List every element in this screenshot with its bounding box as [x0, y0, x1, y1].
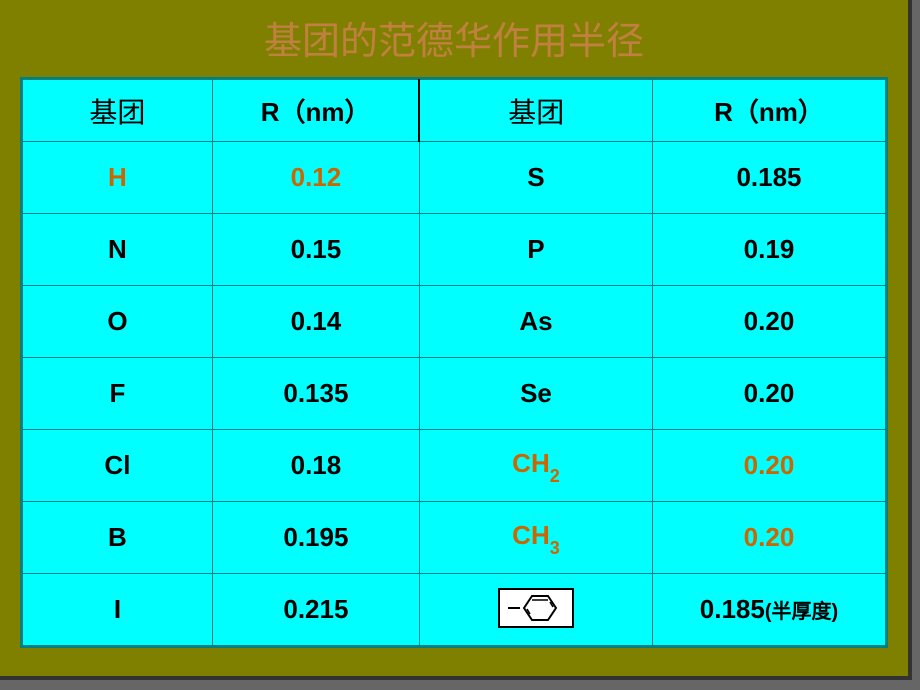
cell-r-right: 0.19 — [652, 214, 885, 286]
cell-r-right: 0.185(半厚度) — [652, 574, 885, 646]
cell-r-right: 0.20 — [652, 358, 885, 430]
header-r-2: R（nm） — [652, 80, 885, 142]
cell-group-right: CH3 — [419, 502, 652, 574]
cell-group-left: F — [23, 358, 213, 430]
cell-group-left: O — [23, 286, 213, 358]
cell-group-right: S — [419, 142, 652, 214]
table-container: 基团 R（nm） 基团 R（nm） H0.12S0.185N0.15P0.19O… — [20, 77, 888, 648]
table-row: Cl0.18CH20.20 — [23, 430, 886, 502]
cell-r-left: 0.195 — [212, 502, 419, 574]
table-row: B0.195CH30.20 — [23, 502, 886, 574]
cell-group-left: I — [23, 574, 213, 646]
header-group-1: 基团 — [23, 80, 213, 142]
cell-r-left: 0.14 — [212, 286, 419, 358]
table-row: H0.12S0.185 — [23, 142, 886, 214]
cell-r-left: 0.15 — [212, 214, 419, 286]
table-row: N0.15P0.19 — [23, 214, 886, 286]
cell-group-right — [419, 574, 652, 646]
table-row: F0.135Se0.20 — [23, 358, 886, 430]
header-row: 基团 R（nm） 基团 R（nm） — [23, 80, 886, 142]
cell-group-right: Se — [419, 358, 652, 430]
table-row: I0.215 0.185(半厚度) — [23, 574, 886, 646]
header-group-2: 基团 — [419, 80, 652, 142]
cell-r-right: 0.20 — [652, 502, 885, 574]
cell-group-right: P — [419, 214, 652, 286]
slide-title: 基团的范德华作用半径 — [0, 0, 908, 77]
cell-r-right: 0.20 — [652, 286, 885, 358]
cell-r-left: 0.18 — [212, 430, 419, 502]
header-r-1: R（nm） — [212, 80, 419, 142]
table-row: O0.14As0.20 — [23, 286, 886, 358]
cell-group-left: N — [23, 214, 213, 286]
cell-group-right: As — [419, 286, 652, 358]
cell-r-left: 0.215 — [212, 574, 419, 646]
cell-r-left: 0.135 — [212, 358, 419, 430]
cell-r-right: 0.20 — [652, 430, 885, 502]
slide: 基团的范德华作用半径 基团 R（nm） 基团 R（nm） H0.12S0.185… — [0, 0, 912, 680]
cell-r-left: 0.12 — [212, 142, 419, 214]
cell-group-left: H — [23, 142, 213, 214]
benzene-icon — [498, 588, 574, 628]
cell-group-left: B — [23, 502, 213, 574]
table-body: H0.12S0.185N0.15P0.19O0.14As0.20F0.135Se… — [23, 142, 886, 646]
vdw-table: 基团 R（nm） 基团 R（nm） H0.12S0.185N0.15P0.19O… — [22, 79, 886, 646]
cell-group-left: Cl — [23, 430, 213, 502]
cell-r-right: 0.185 — [652, 142, 885, 214]
cell-group-right: CH2 — [419, 430, 652, 502]
